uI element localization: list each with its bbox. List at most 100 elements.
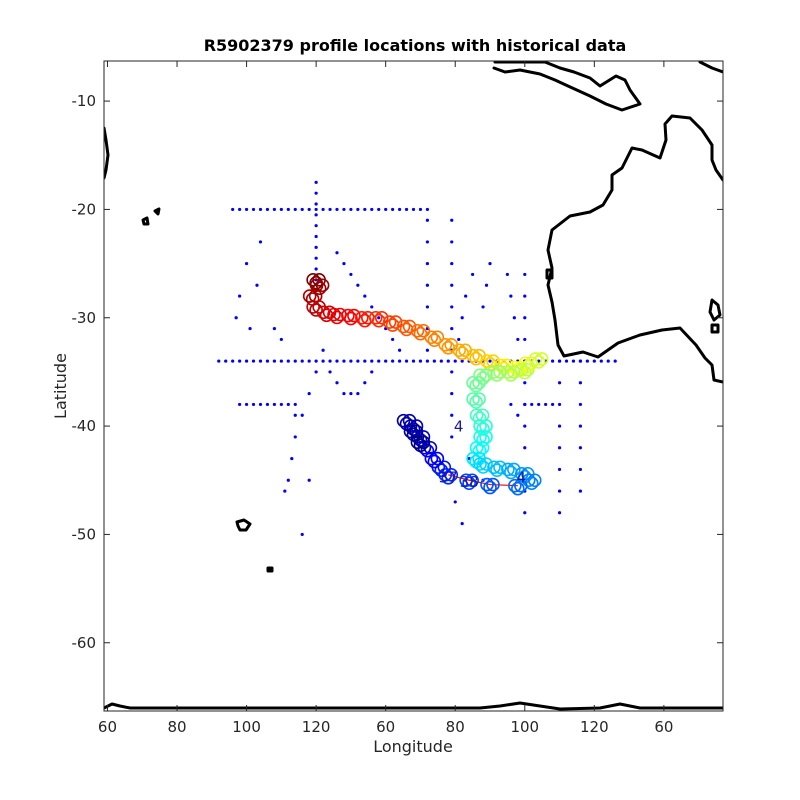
float-profile-marker — [438, 338, 453, 352]
float-profile-marker — [511, 481, 525, 496]
historical-profile-dot — [238, 359, 242, 363]
historical-profile-dot — [606, 359, 610, 363]
float-profile-marker — [399, 322, 414, 337]
historical-profile-dot — [251, 207, 256, 212]
historical-profile-dot — [557, 511, 562, 515]
float-profile-marker — [476, 422, 490, 436]
historical-profile-dot — [300, 207, 304, 212]
historical-profile-dot — [453, 500, 457, 504]
float-track-line — [448, 474, 518, 487]
float-profile-marker — [486, 477, 500, 492]
small-island-a — [141, 216, 150, 226]
historical-profile-dot — [363, 294, 367, 298]
historical-profile-dot — [286, 207, 290, 212]
historical-profile-dot — [363, 359, 367, 363]
small-island-b — [153, 207, 161, 216]
top-right-coastline — [698, 61, 723, 74]
historical-profile-dot — [488, 359, 492, 363]
historical-profile-dot — [460, 521, 464, 526]
historical-profile-dot — [234, 316, 238, 320]
historical-profile-dot — [272, 359, 276, 363]
float-profile-marker — [466, 375, 480, 390]
historical-profile-dot — [238, 207, 242, 212]
historical-profile-dot — [523, 446, 527, 450]
historical-profile-dot — [411, 359, 416, 363]
historical-profile-dot — [613, 359, 617, 363]
left-edge-coastline — [104, 126, 110, 180]
float-profile-marker — [514, 478, 528, 493]
float-profile-marker — [473, 457, 487, 471]
y-tick-label: -60 — [72, 634, 97, 652]
historical-profile-dot — [349, 207, 353, 212]
profile-number-label: 37 — [439, 468, 458, 486]
historical-profile-dot — [265, 207, 270, 212]
historical-profile-dot — [342, 391, 346, 396]
historical-profile-dot — [307, 478, 311, 482]
historical-profile-dot — [450, 391, 454, 396]
float-profile-marker — [355, 310, 369, 325]
historical-profile-dot — [265, 359, 270, 363]
historical-profile-dot — [505, 272, 509, 277]
historical-profile-dot — [453, 359, 457, 363]
float-profile-marker — [396, 319, 411, 334]
float-profile-marker — [437, 460, 452, 475]
historical-profile-dot — [370, 305, 374, 309]
historical-profile-dot — [265, 402, 270, 407]
float-profile-marker — [480, 354, 494, 368]
x-tick-label: 120 — [302, 718, 331, 736]
historical-profile-dot — [244, 261, 249, 266]
historical-profile-dot — [404, 207, 409, 212]
historical-profile-dot — [272, 207, 276, 212]
historical-profile-dot — [592, 359, 596, 363]
historical-profile-dot — [523, 381, 527, 385]
historical-profile-dot — [314, 359, 318, 363]
historical-profile-dot — [335, 359, 339, 363]
float-profile-marker — [493, 460, 507, 475]
historical-profile-dot — [321, 359, 325, 363]
historical-profile-dot — [460, 316, 464, 320]
historical-profile-dot — [342, 359, 346, 363]
historical-profile-dot — [425, 348, 430, 352]
float-profile-marker — [490, 368, 504, 382]
historical-profile-dot — [279, 402, 283, 407]
float-profile-marker — [316, 305, 331, 320]
historical-profile-dot — [450, 283, 454, 287]
historical-profile-dot — [349, 272, 353, 277]
float-profile-marker — [517, 365, 532, 380]
x-axis-ticks: 60 80 100 120 60 80 100 120 60 — [98, 61, 673, 736]
float-profile-marker — [472, 392, 486, 406]
historical-profile-dot — [279, 337, 283, 342]
profile-number-label: 38 — [460, 473, 479, 491]
historical-profile-dot — [244, 207, 249, 212]
historical-profile-dot — [425, 359, 430, 363]
historical-profile-dot — [217, 359, 221, 363]
historical-profile-dot — [523, 337, 527, 342]
historical-profile-dot — [450, 326, 454, 331]
historical-profile-dot — [471, 272, 475, 277]
historical-profile-dot — [557, 424, 562, 428]
historical-profile-dot — [457, 337, 461, 342]
historical-profile-dot — [238, 294, 242, 298]
y-tick-label: -30 — [72, 309, 97, 327]
historical-profile-dot — [564, 359, 569, 363]
float-profile-marker — [508, 478, 522, 493]
historical-profile-dot — [516, 413, 520, 417]
historical-profile-dot — [314, 180, 318, 184]
float-profile-marker — [504, 465, 518, 480]
float-profile-marker — [406, 427, 421, 442]
historical-profile-dot — [530, 402, 534, 407]
historical-profile-dot — [391, 359, 395, 363]
float-profile-marker — [434, 463, 449, 478]
historical-profile-dot — [512, 316, 516, 320]
float-profile-marker — [487, 460, 501, 475]
historical-profile-dot — [450, 370, 454, 374]
historical-profile-dot — [307, 359, 311, 363]
historical-profile-dot — [425, 207, 430, 212]
float-profile-marker — [409, 424, 424, 439]
historical-profile-dot — [450, 261, 454, 266]
float-profile-marker — [368, 310, 383, 325]
historical-profile-dot — [557, 359, 562, 363]
historical-profile-dot — [321, 207, 325, 212]
historical-profile-dot — [523, 424, 527, 428]
float-profile-marker — [424, 330, 439, 345]
